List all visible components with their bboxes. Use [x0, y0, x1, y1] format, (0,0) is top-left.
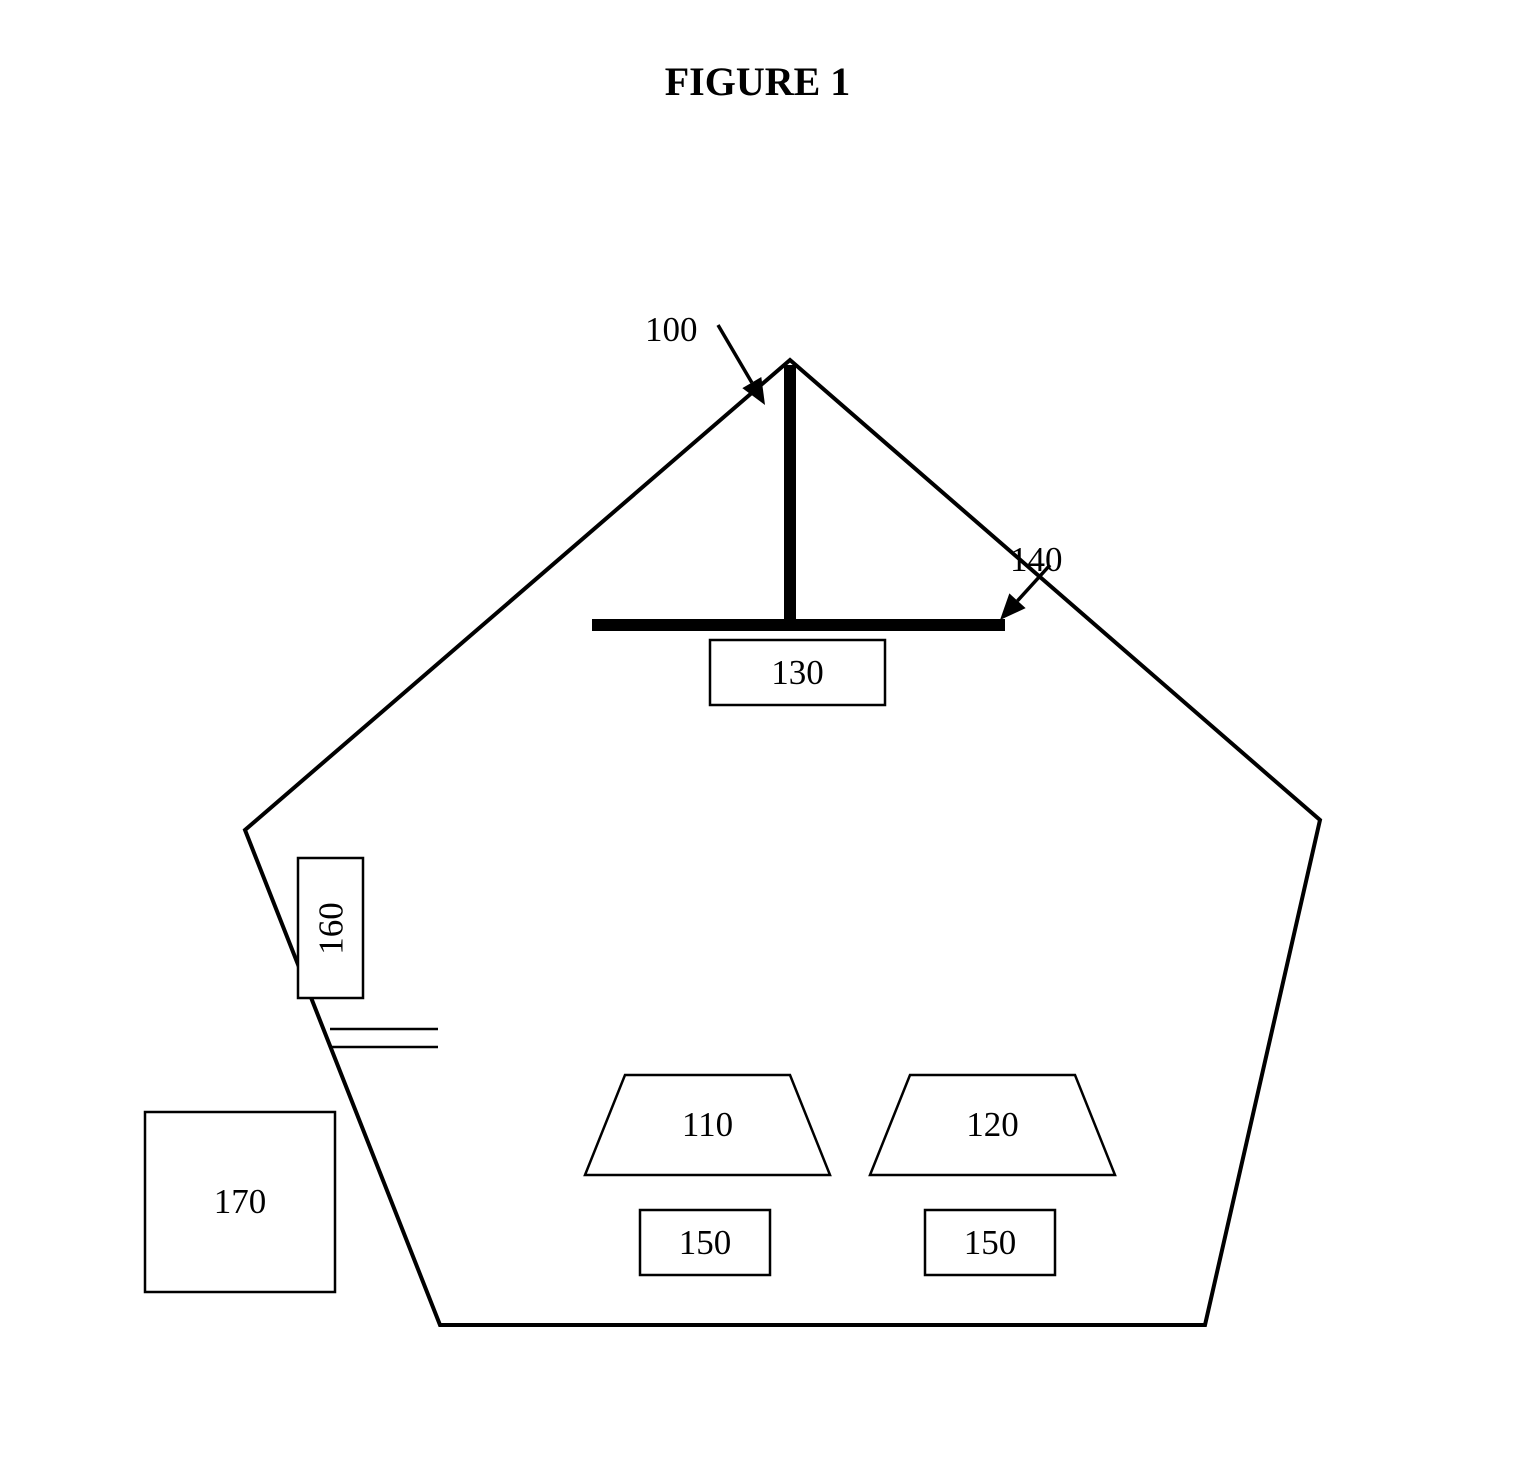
- label-140: 140: [1010, 540, 1063, 580]
- box-label-130: 130: [710, 640, 885, 705]
- box-label-160: 160: [298, 858, 363, 998]
- box-label-170: 170: [145, 1112, 335, 1292]
- box-label-150a: 150: [640, 1210, 770, 1275]
- box-label-110: 110: [585, 1075, 830, 1175]
- figure-title: FIGURE 1: [665, 58, 851, 105]
- label-100: 100: [645, 310, 698, 350]
- box-label-150b: 150: [925, 1210, 1055, 1275]
- box-label-120: 120: [870, 1075, 1115, 1175]
